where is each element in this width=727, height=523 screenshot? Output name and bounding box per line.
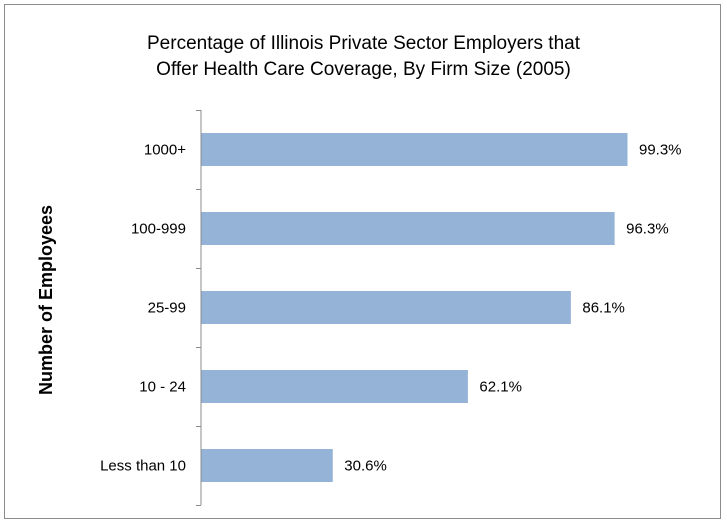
data-label-3: 62.1%: [479, 379, 522, 396]
chart-frame: [4, 4, 721, 519]
bar-1: [201, 212, 615, 245]
category-label-1: 100-999: [131, 221, 186, 238]
chart-title-line-1: Percentage of Illinois Private Sector Em…: [147, 33, 580, 54]
category-label-0: 1000+: [144, 142, 186, 159]
data-label-0: 99.3%: [639, 142, 682, 159]
plot-area: 1000+ 99.3% 100-999 96.3% 25-99 86.1% 10 - 24 6…: [100, 110, 682, 506]
category-label-2: 25-99: [148, 300, 186, 317]
data-label-2: 86.1%: [582, 300, 625, 317]
chart-title-line-2: Offer Health Care Coverage, By Firm Size…: [156, 59, 571, 80]
bar-2: [201, 291, 571, 324]
category-label-3: 10 - 24: [139, 379, 186, 396]
bar-4: [201, 449, 333, 482]
data-label-4: 30.6%: [344, 458, 387, 475]
category-label-4: Less than 10: [100, 458, 186, 475]
y-axis-label: Number of Employees: [36, 205, 56, 395]
chart-title: Percentage of Illinois Private Sector Em…: [0, 31, 727, 83]
bar-0: [201, 133, 628, 166]
data-label-1: 96.3%: [626, 221, 669, 238]
bar-3: [201, 370, 468, 403]
